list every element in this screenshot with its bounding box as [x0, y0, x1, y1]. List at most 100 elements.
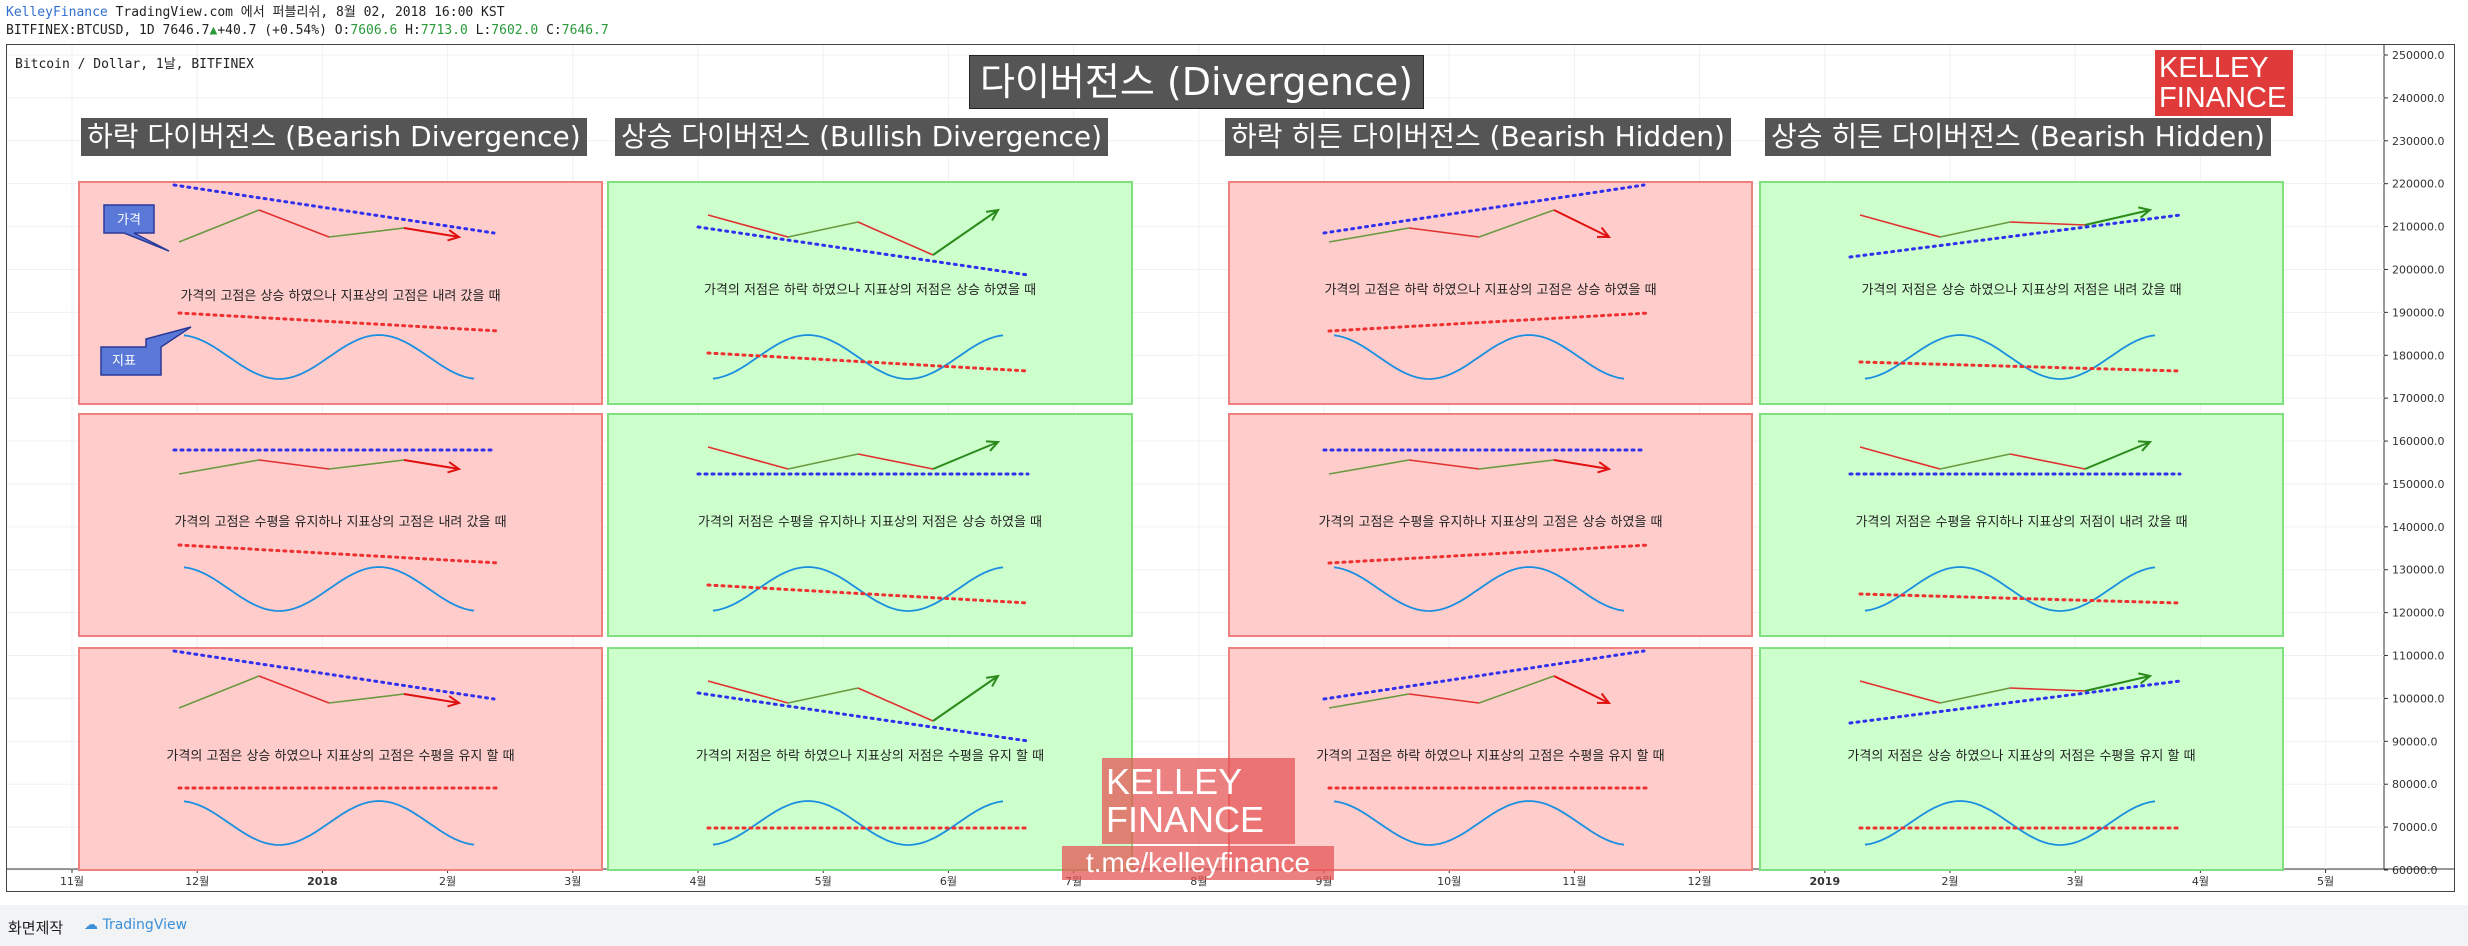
price-segment: [1939, 687, 2011, 704]
y-tick-label: 170000.0: [2392, 392, 2445, 405]
divergence-panel: [607, 181, 1133, 405]
price-segment: [1859, 214, 1941, 238]
x-tick-label: 6월: [940, 875, 957, 888]
x-tick-label: 2018: [307, 875, 338, 888]
close-value: 7646.7: [561, 23, 609, 38]
divergence-panel: [607, 647, 1133, 871]
arrowhead: [2138, 672, 2153, 685]
price-segment: [787, 453, 859, 470]
indicator-wave: [1864, 800, 2156, 846]
y-tick-label: 90000.0: [2392, 735, 2438, 748]
indicator-trend-line: [1858, 592, 2182, 605]
arrowhead: [2138, 206, 2153, 219]
tradingview-logo[interactable]: ☁ TradingView: [84, 917, 187, 933]
indicator-wave: [183, 334, 475, 380]
price-final-arrow: [1553, 675, 1610, 704]
price-segment: [2009, 453, 2086, 470]
y-tick-label: 220000.0: [2392, 178, 2445, 191]
price-final-arrow: [403, 227, 460, 238]
indicator-wave: [712, 566, 1004, 612]
y-tick-label: 70000.0: [2392, 821, 2438, 834]
price-final-arrow: [403, 459, 460, 470]
y-tick-label: 200000.0: [2392, 263, 2445, 276]
panel-caption: 가격의 고점은 상승 하였으나 지표상의 고점은 내려 갔을 때: [180, 289, 500, 304]
indicator-wave: [1333, 334, 1625, 380]
panel-caption: 가격의 저점은 하락 하였으나 지표상의 저점은 상승 하였을 때: [704, 283, 1036, 298]
watermark-link[interactable]: t.me/kelleyfinance: [1062, 846, 1334, 880]
price-segment: [1478, 459, 1555, 470]
x-tick-label: 5월: [2317, 875, 2334, 888]
price-trend-line: [696, 691, 1030, 743]
indicator-wave: [712, 800, 1004, 846]
indicator-wave: [1864, 334, 2156, 380]
indicator-trend-line: [1327, 311, 1651, 333]
price-trend-line: [1322, 649, 1646, 701]
panel-caption: 가격의 저점은 하락 하였으나 지표상의 저점은 수평을 유지 할 때: [696, 749, 1044, 764]
indicator-wave: [1333, 566, 1625, 612]
author-link[interactable]: KelleyFinance: [6, 5, 108, 20]
price-segment: [857, 453, 934, 470]
price-final-arrow: [2084, 675, 2151, 692]
y-tick-label: 210000.0: [2392, 221, 2445, 234]
y-tick-label: 160000.0: [2392, 435, 2445, 448]
indicator-wave: [183, 566, 475, 612]
logo-line2: FINANCE: [2159, 82, 2287, 114]
section-title-bullish: 상승 다이버전스 (Bullish Divergence): [615, 118, 1109, 156]
arrowhead: [985, 208, 1000, 221]
price-segment: [178, 459, 260, 475]
indicator-trend-line: [706, 351, 1030, 373]
publish-info: KelleyFinance TradingView.com 에서 퍼블리쉬, 8…: [6, 4, 505, 21]
y-tick-label: 120000.0: [2392, 607, 2445, 620]
price-final-arrow: [932, 209, 999, 256]
indicator-wave: [712, 334, 1004, 380]
x-tick-label: 12월: [185, 875, 209, 888]
arrowhead: [2137, 440, 2153, 452]
panel-caption: 가격의 저점은 수평을 유지하나 지표상의 저점이 내려 갔을 때: [1855, 515, 2187, 530]
price-segment: [1478, 675, 1555, 704]
panel-caption: 가격의 고점은 하락 하였으나 지표상의 고점은 수평을 유지 할 때: [1316, 749, 1664, 764]
main-title: 다이버전스 (Divergence): [969, 55, 1425, 109]
indicator-wave: [1864, 566, 2156, 612]
price-segment: [707, 680, 789, 704]
price-segment: [1328, 459, 1410, 475]
x-tick-label: 2019: [1809, 875, 1840, 888]
price-segment: [2009, 687, 2086, 692]
price-segment: [258, 459, 330, 470]
watermark-logo: KELLEY FINANCE: [1102, 758, 1295, 844]
price-trend-line: [1322, 183, 1646, 235]
price-segment: [707, 446, 789, 470]
footer-bar: 화면제작 ☁ TradingView: [0, 905, 2468, 946]
x-tick-label: 4월: [2192, 875, 2209, 888]
price-segment: [1408, 693, 1480, 704]
high-value: 7713.0: [420, 23, 468, 38]
ohlc-info: BITFINEX:BTCUSD, 1D 7646.7▲+40.7 (+0.54%…: [6, 22, 609, 39]
price-segment: [857, 687, 934, 722]
section-title-bullish-hidden: 상승 히든 다이버전스 (Bearish Hidden): [1765, 118, 2271, 156]
watermark-line2: FINANCE: [1106, 799, 1265, 840]
close-label: C:: [538, 23, 562, 38]
cloud-icon: ☁: [84, 917, 98, 933]
chart-area[interactable]: 250000.0 240000.0 230000.0 220000.0 210000.0…: [6, 44, 2455, 892]
panel-caption: 가격의 저점은 상승 하였으나 지표상의 저점은 내려 갔을 때: [1861, 283, 2181, 298]
price-segment: [178, 209, 260, 243]
price-final-arrow: [1553, 209, 1610, 238]
indicator-trend-line: [177, 543, 501, 565]
high-label: H:: [397, 23, 421, 38]
y-tick-label: 100000.0: [2392, 692, 2445, 705]
ticker-price: BITFINEX:BTCUSD, 1D 7646.7: [6, 23, 210, 38]
open-value: 7606.6: [350, 23, 398, 38]
footer-caption: 화면제작: [8, 919, 64, 937]
kelley-logo: KELLEY FINANCE: [2155, 50, 2293, 116]
arrowhead: [447, 229, 462, 242]
indicator-trend-line: [706, 583, 1030, 605]
section-title-bearish: 하락 다이버전스 (Bearish Divergence): [81, 118, 587, 156]
panel-caption: 가격의 고점은 수평을 유지하나 지표상의 고점은 내려 갔을 때: [174, 515, 506, 530]
price-final-arrow: [403, 693, 460, 704]
panel-caption: 가격의 고점은 수평을 유지하나 지표상의 고점은 상승 하였을 때: [1318, 515, 1662, 530]
x-tick-label: 4월: [689, 875, 706, 888]
price-segment: [1328, 693, 1410, 709]
price-trend-line: [1848, 679, 2182, 725]
indicator-callout: 지표: [100, 326, 192, 376]
price-segment: [178, 675, 260, 709]
y-tick-label: 150000.0: [2392, 478, 2445, 491]
